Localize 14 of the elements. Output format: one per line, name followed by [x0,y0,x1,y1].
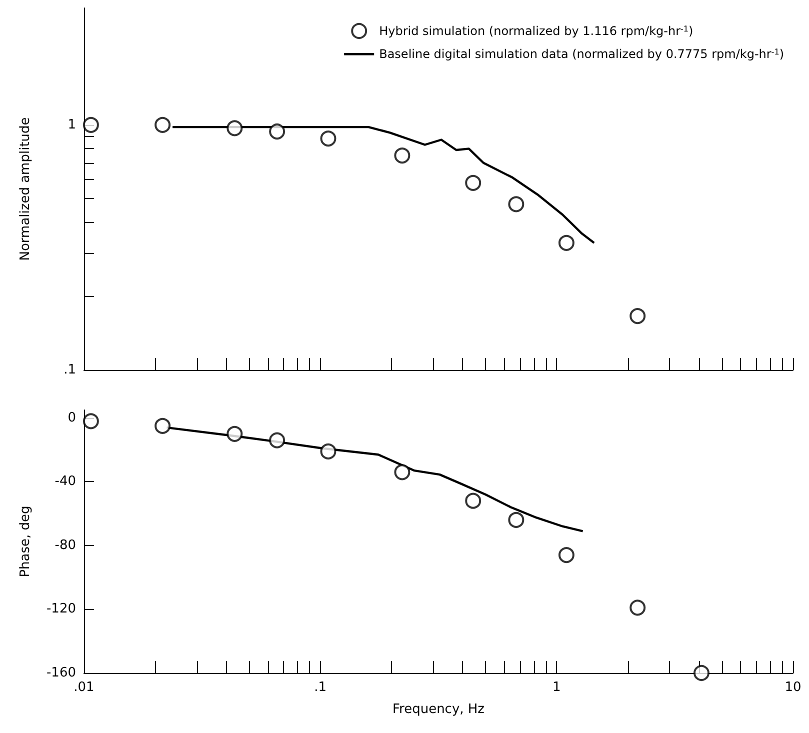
y-tick-label: 0 [68,410,76,426]
y-tick-label: -40 [54,474,76,490]
x-tick-label: 10 [784,680,802,695]
y-tick-label: -120 [46,602,76,617]
x-tick-label: .01 [74,680,94,695]
x-axis-title: Frequency, Hz [392,702,485,717]
y-tick-label: -160 [46,666,76,680]
y-axis-title: Phase, deg [18,506,33,578]
y-tick-label: -80 [54,538,76,553]
y-tick-label: 1 [68,117,76,132]
y-axis-title: Normalized amplitude [18,117,33,261]
y-tick-label: .1 [64,362,76,378]
x-tick-label: 1 [552,680,561,695]
x-tick-label: .1 [314,680,327,695]
